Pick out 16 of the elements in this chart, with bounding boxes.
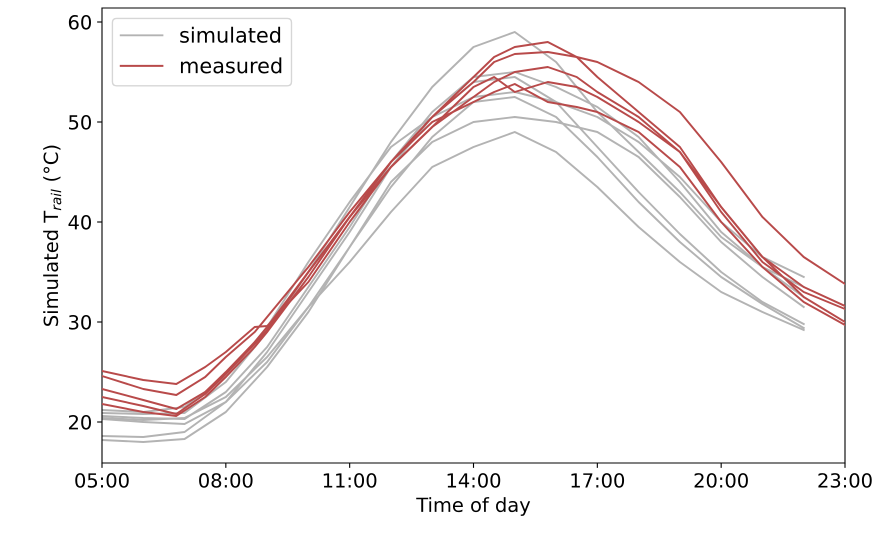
legend-label: simulated xyxy=(180,26,280,43)
legend-label: measured xyxy=(180,57,282,74)
x-tick-label: 20:00 xyxy=(694,473,748,488)
y-axis-title: Simulated T$_{rail}$ (°C) xyxy=(43,146,62,326)
x-tick-label: 05:00 xyxy=(75,473,129,488)
x-tick-label: 08:00 xyxy=(199,473,253,488)
x-tick-label: 14:00 xyxy=(448,473,500,488)
x-tick-label: 23:00 xyxy=(818,473,872,488)
y-tick-label: 50 xyxy=(69,114,91,130)
x-tick-label: 11:00 xyxy=(324,473,376,488)
y-tick-label: 60 xyxy=(68,14,91,30)
x-axis-title: Time of day xyxy=(416,497,530,516)
y-tick-label: 30 xyxy=(69,314,91,330)
y-tick-label: 40 xyxy=(68,214,91,230)
x-tick-label: 17:00 xyxy=(571,473,624,488)
y-tick-label: 20 xyxy=(68,414,91,430)
